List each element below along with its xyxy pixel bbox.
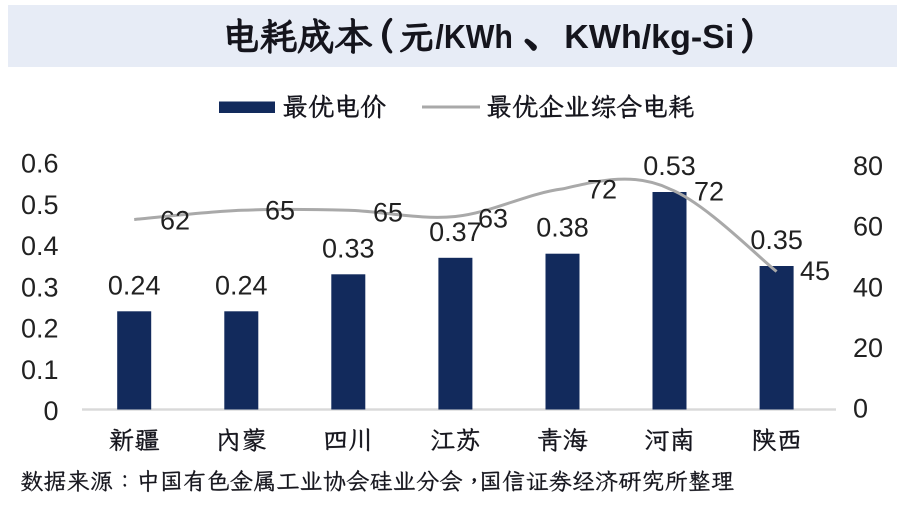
svg-text:0: 0: [43, 396, 58, 426]
svg-text:60: 60: [853, 212, 883, 242]
svg-text:0.37: 0.37: [429, 217, 482, 247]
svg-text:45: 45: [800, 256, 830, 286]
svg-text:72: 72: [587, 175, 617, 205]
svg-text:65: 65: [265, 196, 295, 226]
svg-text:62: 62: [160, 206, 190, 236]
svg-text:0.5: 0.5: [21, 190, 59, 220]
svg-text:0.38: 0.38: [536, 213, 589, 243]
svg-text:20: 20: [853, 333, 883, 363]
svg-text:63: 63: [478, 204, 508, 234]
svg-text:0.4: 0.4: [21, 231, 59, 261]
svg-text:72: 72: [694, 177, 724, 207]
svg-text:0.1: 0.1: [21, 355, 59, 385]
svg-text:0.33: 0.33: [322, 233, 375, 263]
svg-text:/KWh: /KWh: [435, 18, 513, 55]
svg-text:0.6: 0.6: [21, 149, 59, 179]
svg-text:0.53: 0.53: [643, 151, 696, 181]
svg-text:0.2: 0.2: [21, 314, 59, 344]
svg-text:40: 40: [853, 272, 883, 302]
svg-text:65: 65: [373, 198, 403, 228]
svg-text:0.24: 0.24: [215, 270, 268, 300]
svg-text:0.24: 0.24: [108, 270, 161, 300]
svg-text:KWh/kg-Si: KWh/kg-Si: [564, 18, 734, 55]
svg-text:0.35: 0.35: [750, 225, 803, 255]
svg-text:0.3: 0.3: [21, 273, 59, 303]
svg-text:0: 0: [853, 394, 868, 424]
svg-text:80: 80: [853, 151, 883, 181]
